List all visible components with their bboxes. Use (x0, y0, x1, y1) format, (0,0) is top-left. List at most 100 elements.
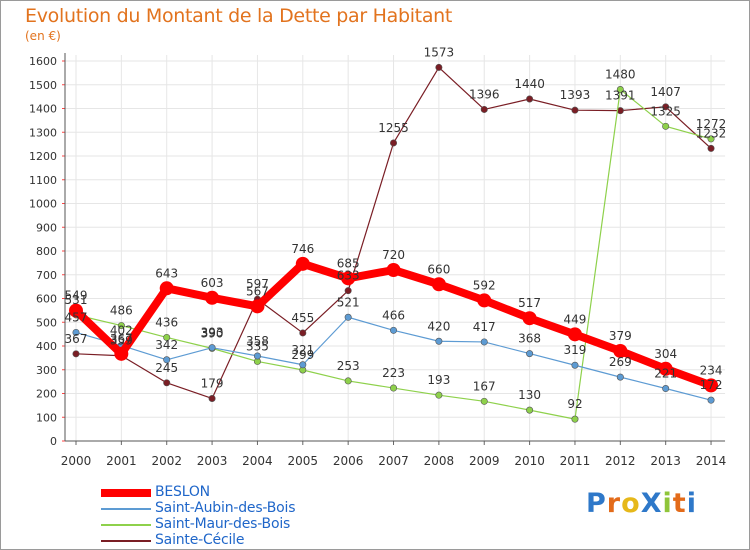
data-point-sainte-cecile (344, 287, 352, 295)
x-tick-label: 2009 (469, 454, 500, 468)
data-label-sainte-cecile: 1573 (424, 45, 455, 59)
data-label-saint-maur-des-bois: 335 (246, 339, 269, 353)
data-label-sainte-cecile: 1440 (514, 77, 545, 91)
data-label-saint-aubin-des-bois: 172 (700, 378, 723, 392)
data-point-beslon (69, 303, 83, 318)
data-label-beslon: 567 (246, 284, 269, 298)
legend-label-beslon: BESLON (155, 484, 210, 500)
data-point-saint-maur-des-bois (117, 322, 125, 330)
data-label-beslon: 304 (654, 347, 677, 361)
proxiti-logo-letter: r (606, 488, 622, 519)
x-tick-label: 2000 (61, 454, 92, 468)
grid-layer (65, 55, 726, 441)
data-point-saint-aubin-des-bois (480, 338, 488, 346)
data-label-sainte-cecile: 455 (291, 311, 314, 325)
data-label-saint-aubin-des-bois: 466 (382, 308, 405, 322)
legend-item-sainte-cecile: Sainte-Cécile (101, 532, 341, 549)
data-point-sainte-cecile (707, 144, 715, 152)
data-point-saint-aubin-des-bois (616, 373, 624, 381)
data-point-beslon (522, 311, 537, 326)
data-label-beslon: 449 (564, 312, 587, 326)
data-label-beslon: 549 (65, 289, 88, 303)
data-point-beslon (250, 299, 265, 314)
x-tick-label: 2014 (696, 454, 727, 468)
data-label-sainte-cecile: 1255 (378, 121, 409, 135)
x-tick-label: 2008 (424, 454, 455, 468)
data-point-saint-maur-des-bois (526, 406, 534, 414)
data-label-saint-aubin-des-bois: 457 (65, 310, 88, 324)
chart-title: Evolution du Montant de la Dette par Hab… (25, 5, 453, 27)
data-label-beslon: 746 (291, 242, 314, 256)
proxiti-logo-letter: i (686, 488, 697, 519)
data-label-saint-maur-des-bois: 531 (65, 293, 88, 307)
data-label-saint-maur-des-bois: 1272 (696, 117, 727, 131)
data-label-sainte-cecile: 245 (155, 361, 178, 375)
data-point-beslon (295, 256, 310, 271)
data-point-saint-maur-des-bois (344, 377, 352, 385)
data-point-beslon (613, 343, 628, 358)
legend-label-sainte-cecile: Sainte-Cécile (155, 532, 245, 548)
x-tick-label: 2011 (560, 454, 591, 468)
data-label-sainte-cecile: 1396 (469, 87, 500, 101)
x-tick-label: 2006 (333, 454, 364, 468)
data-point-saint-maur-des-bois (435, 391, 443, 399)
legend-swatch-beslon (101, 489, 151, 497)
data-label-saint-aubin-des-bois: 368 (518, 332, 541, 346)
proxiti-logo-letter: o (621, 488, 641, 519)
data-point-sainte-cecile (526, 95, 534, 103)
legend-item-beslon: BESLON (101, 484, 341, 501)
data-point-sainte-cecile (163, 379, 171, 387)
data-label-saint-aubin-des-bois: 269 (609, 355, 632, 369)
data-label-sainte-cecile: 1232 (696, 126, 727, 140)
x-tick-label: 2002 (151, 454, 182, 468)
data-point-saint-maur-des-bois (662, 122, 670, 130)
legend-label-saint-maur-des-bois: Saint-Maur-des-Bois (155, 516, 291, 532)
data-point-beslon (159, 281, 174, 296)
data-label-saint-maur-des-bois: 167 (473, 379, 496, 393)
data-point-sainte-cecile (208, 394, 216, 402)
data-point-saint-aubin-des-bois (72, 328, 80, 336)
data-point-saint-aubin-des-bois (435, 337, 443, 345)
data-label-saint-maur-des-bois: 436 (155, 315, 178, 329)
y-tick-label: 700 (36, 269, 57, 282)
x-tick-label: 2003 (197, 454, 228, 468)
series-layer (69, 63, 719, 423)
y-tick-label: 1400 (29, 103, 57, 116)
y-tick-label: 300 (36, 364, 57, 377)
data-label-saint-aubin-des-bois: 402 (110, 324, 133, 338)
y-tick-label: 900 (36, 221, 57, 234)
data-label-sainte-cecile: 179 (201, 376, 224, 390)
data-label-sainte-cecile: 1407 (650, 85, 681, 99)
data-label-sainte-cecile: 597 (246, 277, 269, 291)
data-label-saint-maur-des-bois: 130 (518, 388, 541, 402)
data-point-saint-aubin-des-bois (163, 356, 171, 364)
data-point-saint-maur-des-bois (707, 135, 715, 143)
data-label-saint-aubin-des-bois: 342 (155, 338, 178, 352)
y-tick-label: 1000 (29, 198, 57, 211)
data-point-saint-maur-des-bois (163, 333, 171, 341)
data-point-sainte-cecile (390, 139, 398, 147)
proxiti-logo-letter: P (586, 488, 607, 519)
data-point-beslon (658, 361, 673, 376)
y-tick-label: 800 (36, 245, 57, 258)
data-point-beslon (341, 271, 356, 286)
legend-item-saint-maur-des-bois: Saint-Maur-des-Bois (101, 516, 341, 533)
data-label-saint-aubin-des-bois: 319 (564, 343, 587, 357)
y-tick-label: 1500 (29, 79, 57, 92)
legend-swatch-saint-maur-des-bois (101, 524, 151, 526)
data-point-sainte-cecile (299, 329, 307, 337)
data-label-sainte-cecile: 633 (337, 269, 360, 283)
y-tick-label: 600 (36, 293, 57, 306)
data-label-saint-aubin-des-bois: 221 (654, 367, 677, 381)
data-label-saint-maur-des-bois: 486 (110, 304, 133, 318)
data-label-sainte-cecile: 1393 (560, 88, 591, 102)
data-point-saint-aubin-des-bois (390, 326, 398, 334)
legend-label-saint-aubin-des-bois: Saint-Aubin-des-Bois (155, 500, 296, 516)
data-label-saint-aubin-des-bois: 393 (201, 326, 224, 340)
data-label-beslon: 517 (518, 296, 541, 310)
data-label-layer: 367 3592451795974556331255157313961440139… (65, 45, 727, 411)
data-label-saint-maur-des-bois: 193 (427, 373, 450, 387)
y-tick-label: 200 (36, 388, 57, 401)
